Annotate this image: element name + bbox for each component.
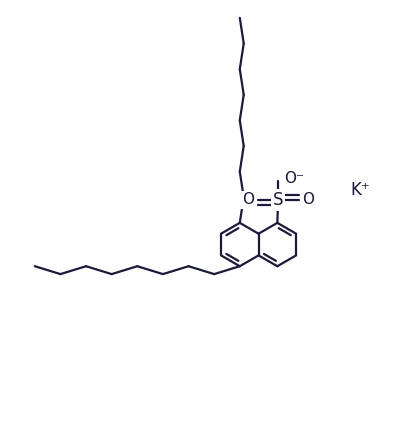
Text: O: O	[242, 193, 254, 207]
Text: S: S	[273, 191, 283, 209]
Text: O: O	[302, 193, 314, 207]
Text: K⁺: K⁺	[350, 181, 370, 199]
Text: O⁻: O⁻	[283, 171, 304, 186]
